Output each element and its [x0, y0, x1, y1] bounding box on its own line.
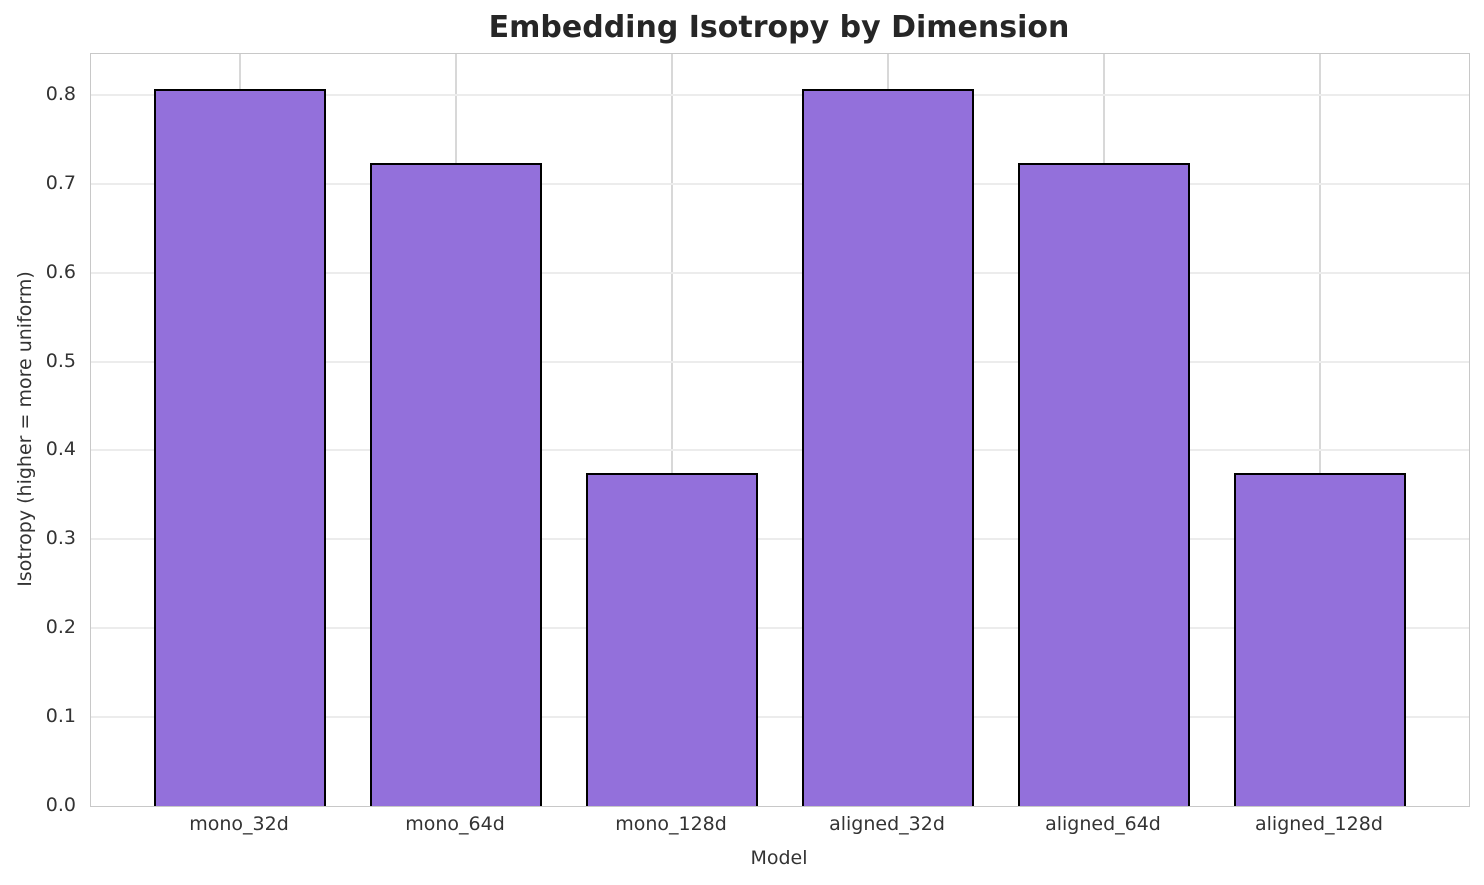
- bar-mono_64d: [369, 163, 543, 806]
- x-axis-label: Model: [750, 847, 808, 869]
- x-tick-label-mono_128d: mono_128d: [615, 813, 727, 835]
- vertical-gridline: [671, 54, 673, 806]
- y-tick-label: 0.8: [45, 82, 76, 105]
- y-tick-label: 0.3: [45, 527, 76, 550]
- bar-aligned_32d: [801, 88, 975, 806]
- y-tick-label: 0.2: [45, 616, 76, 639]
- y-tick-label: 0.7: [45, 171, 76, 194]
- y-tick-label: 0.0: [45, 794, 76, 816]
- x-tick-label-aligned_64d: aligned_64d: [1045, 813, 1161, 835]
- bar-aligned_64d: [1017, 163, 1191, 806]
- bar-aligned_128d: [1233, 472, 1407, 806]
- horizontal-gridline: [91, 182, 1469, 185]
- horizontal-gridline: [91, 360, 1469, 363]
- bar-mono_32d: [153, 88, 327, 806]
- y-tick-label: 0.5: [45, 349, 76, 372]
- chart-title: Embedding Isotropy by Dimension: [488, 10, 1070, 45]
- x-tick-label-mono_32d: mono_32d: [189, 813, 289, 835]
- plot-area: [90, 53, 1470, 807]
- horizontal-gridline: [91, 538, 1469, 541]
- horizontal-gridline: [91, 627, 1469, 630]
- horizontal-gridline: [91, 93, 1469, 96]
- horizontal-gridline: [91, 449, 1469, 452]
- x-tick-label-aligned_128d: aligned_128d: [1255, 813, 1383, 835]
- y-tick-label: 0.6: [45, 260, 76, 283]
- x-tick-label-aligned_32d: aligned_32d: [829, 813, 945, 835]
- y-tick-label: 0.1: [45, 705, 76, 728]
- horizontal-gridline: [91, 271, 1469, 274]
- y-tick-label: 0.4: [45, 438, 76, 461]
- x-tick-label-mono_64d: mono_64d: [405, 813, 505, 835]
- vertical-gridline: [1318, 54, 1321, 806]
- bar-mono_128d: [585, 472, 759, 806]
- horizontal-gridline: [91, 716, 1469, 719]
